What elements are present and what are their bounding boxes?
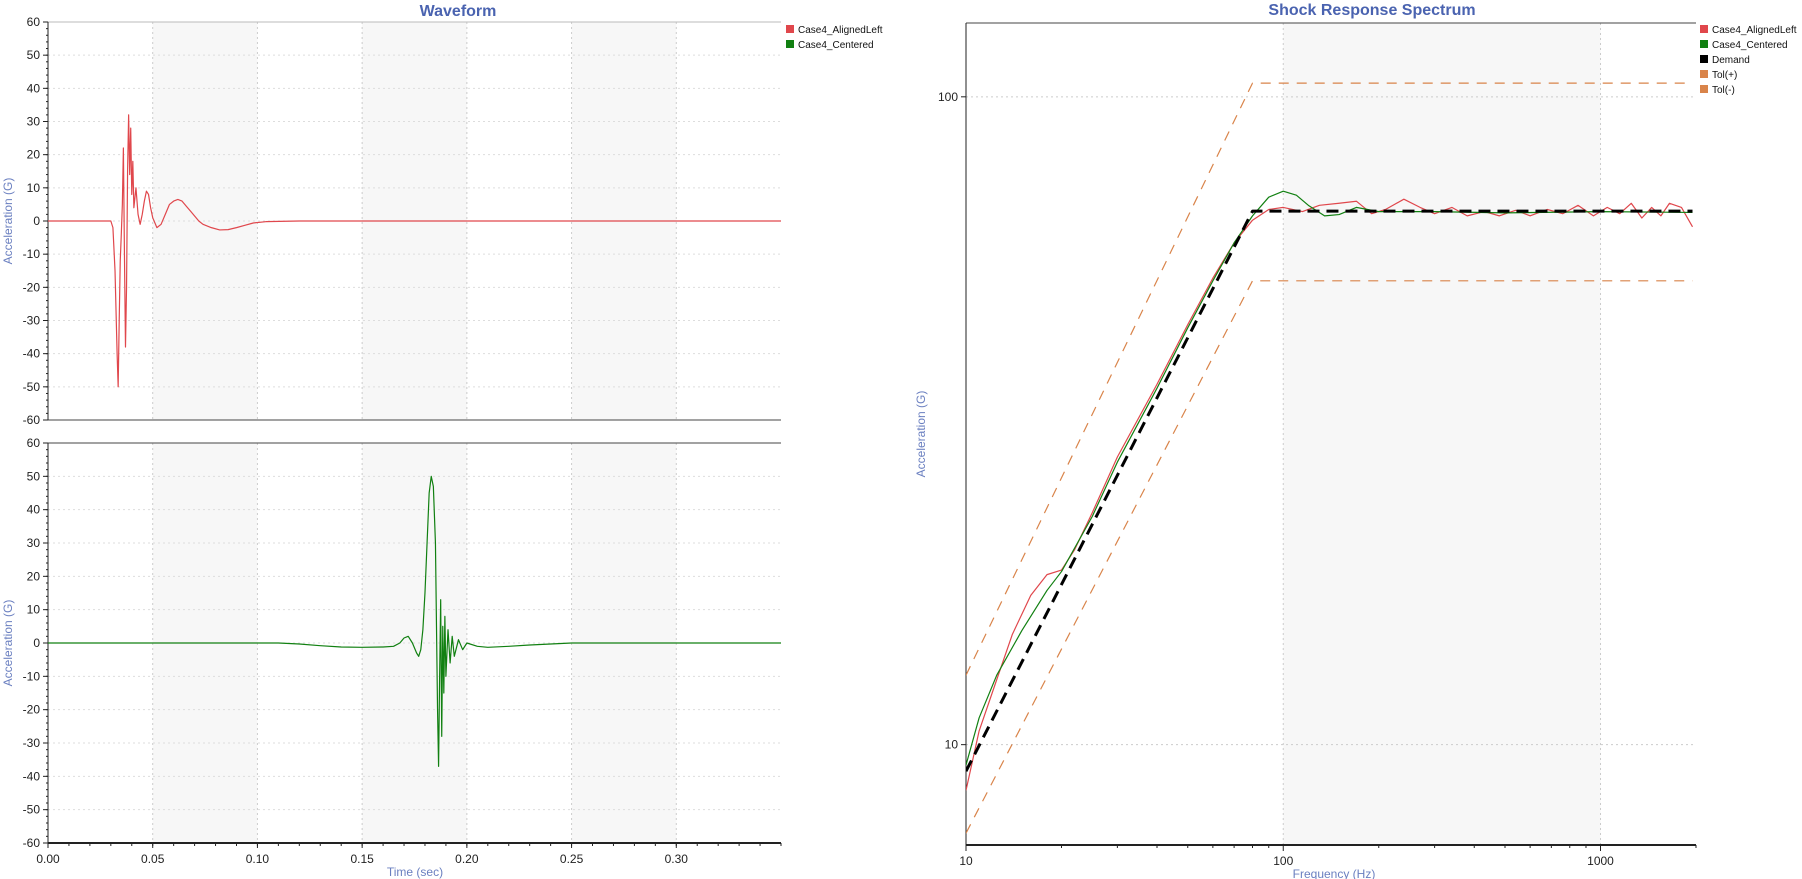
legend-label: Tol(-) — [1712, 85, 1735, 96]
y-tick-label: 60 — [27, 15, 41, 29]
series-line — [966, 190, 1693, 766]
y-tick-label: 10 — [945, 738, 959, 752]
chart-title: Shock Response Spectrum — [1268, 2, 1475, 19]
legend-label: Case4_AlignedLeft — [798, 25, 883, 36]
legend-label: Case4_Centered — [798, 40, 874, 51]
y-tick-label: -20 — [23, 280, 41, 294]
waveform-legend: Case4_AlignedLeft Case4_Centered — [786, 25, 883, 51]
y-tick-labels: 60 50 40 30 20 10 0 -10 -20 -30 -40 -50 -60 — [23, 436, 48, 850]
y-tick-label: 0 — [33, 214, 40, 228]
y-tick-label: -40 — [23, 347, 41, 361]
y-tick-label: 60 — [27, 436, 41, 450]
x-tick-labels: 0.00 0.05 0.10 0.15 0.20 0.25 0.30 — [36, 843, 782, 866]
y-tick-label: -50 — [23, 380, 41, 394]
y-tick-label: 20 — [27, 148, 41, 162]
x-tick-label: 0.00 — [36, 852, 60, 866]
y-axis-label: Acceleration (G) — [914, 391, 928, 478]
series-layer — [48, 114, 781, 388]
series-line — [966, 280, 1693, 834]
legend-swatch-tol-minus — [1700, 85, 1708, 93]
x-tick-label: 0.30 — [665, 852, 689, 866]
y-axis-label: Acceleration (G) — [1, 178, 15, 265]
y-tick-label: 40 — [27, 503, 41, 517]
alternating-bands — [1283, 23, 1601, 845]
y-axis-label: Acceleration (G) — [1, 600, 15, 687]
y-tick-labels: 10 100 — [938, 90, 966, 752]
y-tick-labels: 60 50 40 30 20 10 0 -10 -20 -30 -40 -50 -60 — [23, 15, 48, 427]
x-tick-label: 0.15 — [350, 852, 374, 866]
x-tick-label: 0.10 — [246, 852, 270, 866]
legend-swatch-tol-plus — [1700, 70, 1708, 78]
grid — [966, 23, 1696, 845]
legend-label: Case4_AlignedLeft — [1712, 25, 1797, 36]
y-tick-label: -60 — [23, 413, 41, 427]
legend-label: Case4_Centered — [1712, 40, 1788, 51]
legend-swatch-demand — [1700, 55, 1708, 63]
y-tick-label: 0 — [33, 636, 40, 650]
waveform-top-panel: 60 50 40 30 20 10 0 -10 -20 -30 -40 -50 -60 Waveform… — [1, 3, 781, 427]
x-axis-label: Frequency (Hz) — [1293, 867, 1376, 879]
x-tick-label: 0.05 — [141, 852, 165, 866]
series-line — [966, 209, 1693, 772]
legend-swatch-centered — [1700, 40, 1708, 48]
y-tick-label: -10 — [23, 247, 41, 261]
x-tick-label: 10 — [959, 854, 973, 868]
series-line — [48, 114, 781, 388]
waveform-bottom-panel: 60 50 40 30 20 10 0 -10 -20 -30 -40 -50 -60 0.00 0.05… — [1, 436, 782, 879]
x-tick-labels: 10 100 1000 — [959, 845, 1697, 868]
grid — [48, 22, 781, 420]
y-tick-label: 50 — [27, 48, 41, 62]
series-line — [966, 82, 1693, 676]
legend-swatch-aligned — [786, 25, 794, 33]
legend-label: Tol(+) — [1712, 70, 1737, 81]
y-tick-label: -30 — [23, 736, 41, 750]
band — [1283, 23, 1601, 845]
y-tick-label: 100 — [938, 90, 958, 104]
y-tick-label: -40 — [23, 769, 41, 783]
x-tick-label: 0.25 — [560, 852, 584, 866]
legend-label: Demand — [1712, 55, 1750, 66]
x-axis-label: Time (sec) — [387, 865, 443, 879]
y-tick-label: -20 — [23, 703, 41, 717]
y-tick-label: -30 — [23, 314, 41, 328]
x-tick-label: 100 — [1273, 854, 1293, 868]
x-tick-label: 0.20 — [455, 852, 479, 866]
y-tick-label: 10 — [27, 603, 41, 617]
x-tick-label: 1000 — [1587, 854, 1614, 868]
y-tick-label: 30 — [27, 536, 41, 550]
legend-swatch-centered — [786, 40, 794, 48]
series-layer — [48, 475, 781, 767]
y-tick-label: -10 — [23, 669, 41, 683]
y-tick-label: 40 — [27, 81, 41, 95]
y-tick-label: 50 — [27, 469, 41, 483]
y-tick-label: 10 — [27, 181, 41, 195]
chart-title: Waveform — [420, 3, 497, 20]
srs-legend: Case4_AlignedLeft Case4_Centered Demand … — [1700, 25, 1797, 96]
y-tick-label: -60 — [23, 836, 41, 850]
series-layer — [966, 82, 1694, 834]
legend-swatch-aligned — [1700, 25, 1708, 33]
y-tick-label: 30 — [27, 115, 41, 129]
series-line — [48, 475, 781, 767]
y-tick-label: 20 — [27, 569, 41, 583]
y-tick-label: -50 — [23, 803, 41, 817]
